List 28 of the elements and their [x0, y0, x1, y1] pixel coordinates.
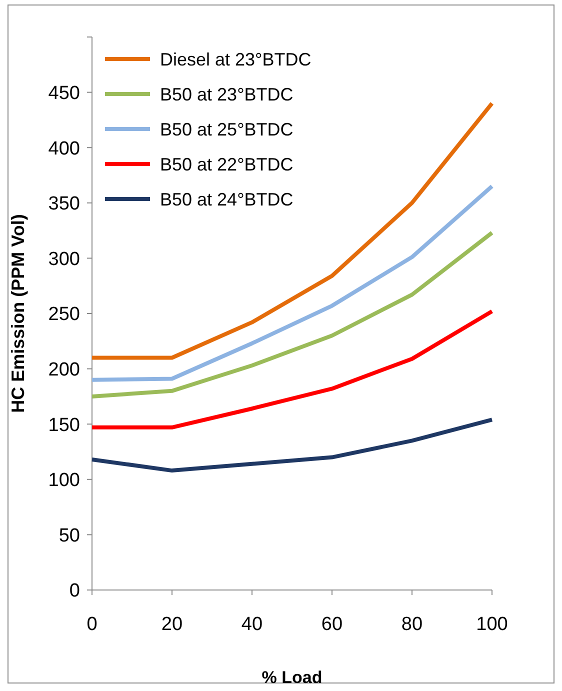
x-tick-label: 80: [401, 614, 423, 635]
y-tick-label: 450: [48, 82, 80, 104]
line-series: [90, 309, 494, 430]
x-tick-label: 60: [321, 614, 343, 635]
x-tick-label: 20: [161, 614, 183, 635]
y-tick-label: 200: [48, 359, 80, 380]
y-axis-title: HC Emission (PPM Vol): [8, 214, 28, 413]
legend-label: B50 at 22°BTDC: [160, 154, 294, 174]
y-tick-label: 0: [69, 580, 80, 602]
y-tick-label: 100: [48, 470, 80, 492]
y-tick-label: 150: [48, 414, 80, 436]
legend-label: B50 at 24°BTDC: [160, 189, 294, 210]
x-tick-label: 0: [86, 614, 98, 635]
legend-label: Diesel at 23°BTDC: [160, 49, 312, 70]
line-series: [90, 418, 494, 473]
legend-label: B50 at 25°BTDC: [160, 119, 294, 140]
x-tick-label: 40: [241, 614, 263, 635]
y-tick-label: 300: [48, 248, 80, 270]
y-tick-label: 250: [48, 304, 80, 326]
y-tick-label: 50: [58, 525, 80, 546]
legend-label: B50 at 23°BTDC: [160, 84, 294, 104]
x-tick-label: 100: [476, 614, 508, 635]
y-tick-label: 400: [48, 138, 80, 160]
line-series: [90, 101, 494, 360]
y-tick-label: 350: [48, 194, 80, 215]
line-series: [90, 230, 494, 398]
line-series: [90, 184, 494, 382]
x-axis-title: % Load: [262, 668, 322, 687]
